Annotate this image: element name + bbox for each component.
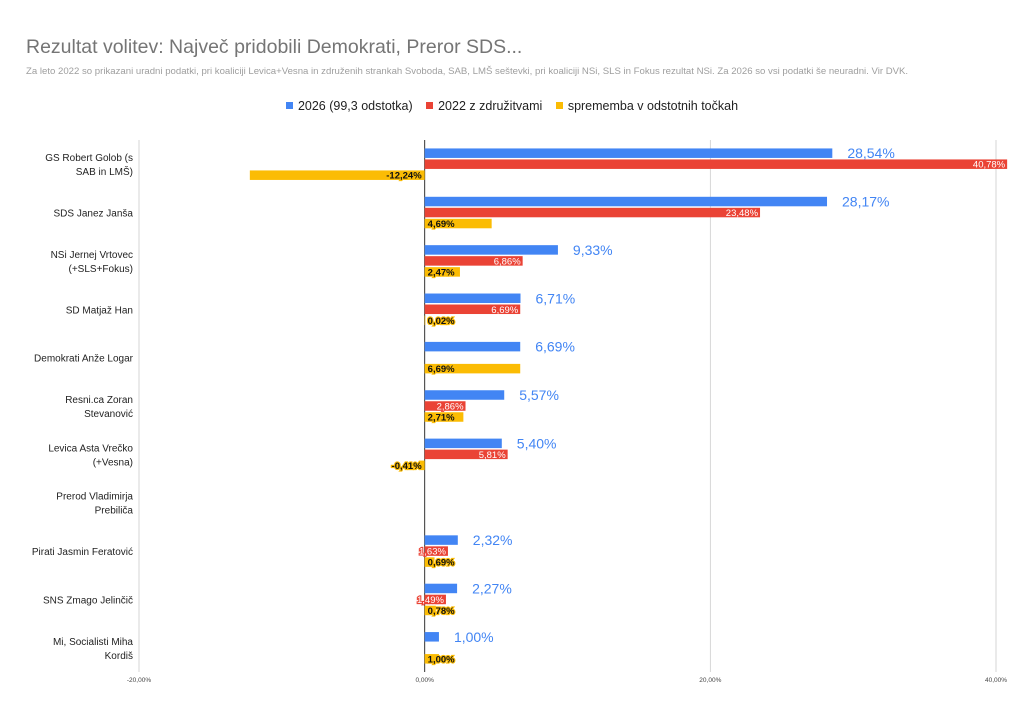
bar-change[interactable] [424,267,460,277]
data-label-2026: 2,27% [472,580,512,596]
bar-change[interactable] [424,654,439,664]
category-label: Kordiš [105,651,133,662]
category-label: SNS Zmago Jelinčič [43,595,133,606]
bar-2022[interactable] [424,449,508,460]
bar-2026[interactable] [424,341,521,352]
bar-change[interactable] [424,315,426,326]
category-label: Resni.ca Zoran [65,395,133,406]
bar-2026[interactable] [424,148,833,158]
data-label-change: 2,47% [428,267,455,278]
bar-2026[interactable] [424,196,828,207]
data-label-2022: 1,49% [417,595,444,606]
data-label-change: 0,69% [428,558,455,569]
data-label-2026: 2,32% [473,532,513,548]
data-label-2022: 2,86% [437,402,464,413]
legend-label-2026: 2026 (99,3 odstotka) [297,99,413,113]
data-label-change: 6,69% [428,364,455,375]
bar-2022[interactable] [424,256,523,266]
bar-2026[interactable] [424,583,458,594]
data-label-2026: 28,54% [847,145,894,161]
data-label-2022: 40,78% [973,160,1006,171]
bar-2026[interactable] [424,390,505,400]
bar-2026[interactable] [424,245,558,255]
category-label: Mi, Socialisti Miha [53,637,133,648]
x-tick-label: 20,00% [699,677,721,684]
bar-change[interactable] [418,460,425,471]
legend-label-2022: 2022 z združitvami [438,99,543,113]
data-label-change: 2,71% [428,413,455,424]
category-label: GS Robert Golob (s [45,153,133,164]
x-tick-labels-layer: -20,00% 0,00% 20,00% 40,00% [127,677,1007,684]
bar-change[interactable] [424,218,492,229]
bar-2022[interactable] [424,546,448,556]
x-tick-label: -20,00% [127,677,151,684]
legend: 2026 (99,3 odstotka) 2022 z združitvami … [0,99,1024,113]
legend-swatch-2022 [426,102,434,110]
bar-2022[interactable] [424,594,446,605]
bar-2022[interactable] [424,401,466,411]
bar-2026[interactable] [424,293,521,304]
data-label-change: 4,69% [428,219,455,230]
category-label: (+Vesna) [93,457,133,468]
bar-change[interactable] [424,363,521,374]
chart-title: Rezultat volitev: Največ pridobili Demok… [26,36,523,58]
category-label: Prebiliča [95,506,134,517]
bar-2026[interactable] [424,438,502,449]
data-label-2022: 5,81% [479,450,506,461]
data-label-change: 0,02% [428,316,455,327]
data-labels-layer: 28,54% 40,78% -12,24% 28,17% 23,48% 4,69% 9,33… [385,145,1006,666]
data-label-2022: 6,69% [491,305,518,316]
data-label-2026: 9,33% [573,242,613,258]
category-label: SD Matjaž Han [66,305,133,316]
category-label: (+SLS+Fokus) [69,264,133,275]
bar-2022[interactable] [424,304,521,315]
bar-change[interactable] [424,605,436,616]
data-label-change: 1,00% [428,654,455,665]
bar-change[interactable] [424,557,435,567]
chart-subtitle: Za leto 2022 so prikazani uradni podatki… [26,66,909,77]
data-label-2026: 5,57% [519,387,559,403]
data-label-2026: 6,71% [536,290,576,306]
bar-change[interactable] [249,170,425,180]
legend-swatch-change [555,102,563,110]
data-label-2022: 23,48% [726,208,759,219]
legend-item-2022[interactable]: 2022 z združitvami [426,99,542,113]
category-label: Stevanović [84,409,133,420]
data-label-2022: 1,63% [419,547,446,558]
grid-layer [138,140,997,672]
bar-2022[interactable] [424,207,761,218]
legend-item-2026[interactable]: 2026 (99,3 odstotka) [285,99,413,113]
category-label: Demokrati Anže Logar [34,354,134,365]
data-label-change: -0,41% [392,461,423,472]
category-label: Pirati Jasmin Feratović [32,547,133,558]
data-label-2026: 28,17% [842,194,889,210]
legend-item-change[interactable]: sprememba v odstotnih točkah [555,99,739,113]
category-label: SAB in LMŠ) [76,165,133,178]
data-label-2026: 5,40% [517,435,557,451]
category-label: Levica Asta Vrečko [48,443,133,454]
bars-layer [249,148,1008,664]
x-tick-label: 40,00% [985,677,1007,684]
category-label: NSi Jernej Vrtovec [51,250,133,261]
bar-change[interactable] [424,412,464,422]
category-label: SDS Janez Janša [54,209,134,220]
data-label-change: -12,24% [386,171,422,182]
data-label-2022: 6,86% [494,256,521,267]
x-tick-label: 0,00% [415,677,434,684]
data-label-change: 0,78% [428,606,455,617]
category-label: Prerod Vladimirja [56,492,133,503]
data-label-2026: 6,69% [535,339,575,355]
bar-2026[interactable] [424,632,439,642]
data-label-2026: 1,00% [454,629,494,645]
bar-2026[interactable] [424,535,458,545]
bar-2022[interactable] [424,159,1008,169]
legend-label-change: sprememba v odstotnih točkah [567,99,739,113]
legend-swatch-2026 [285,102,293,110]
